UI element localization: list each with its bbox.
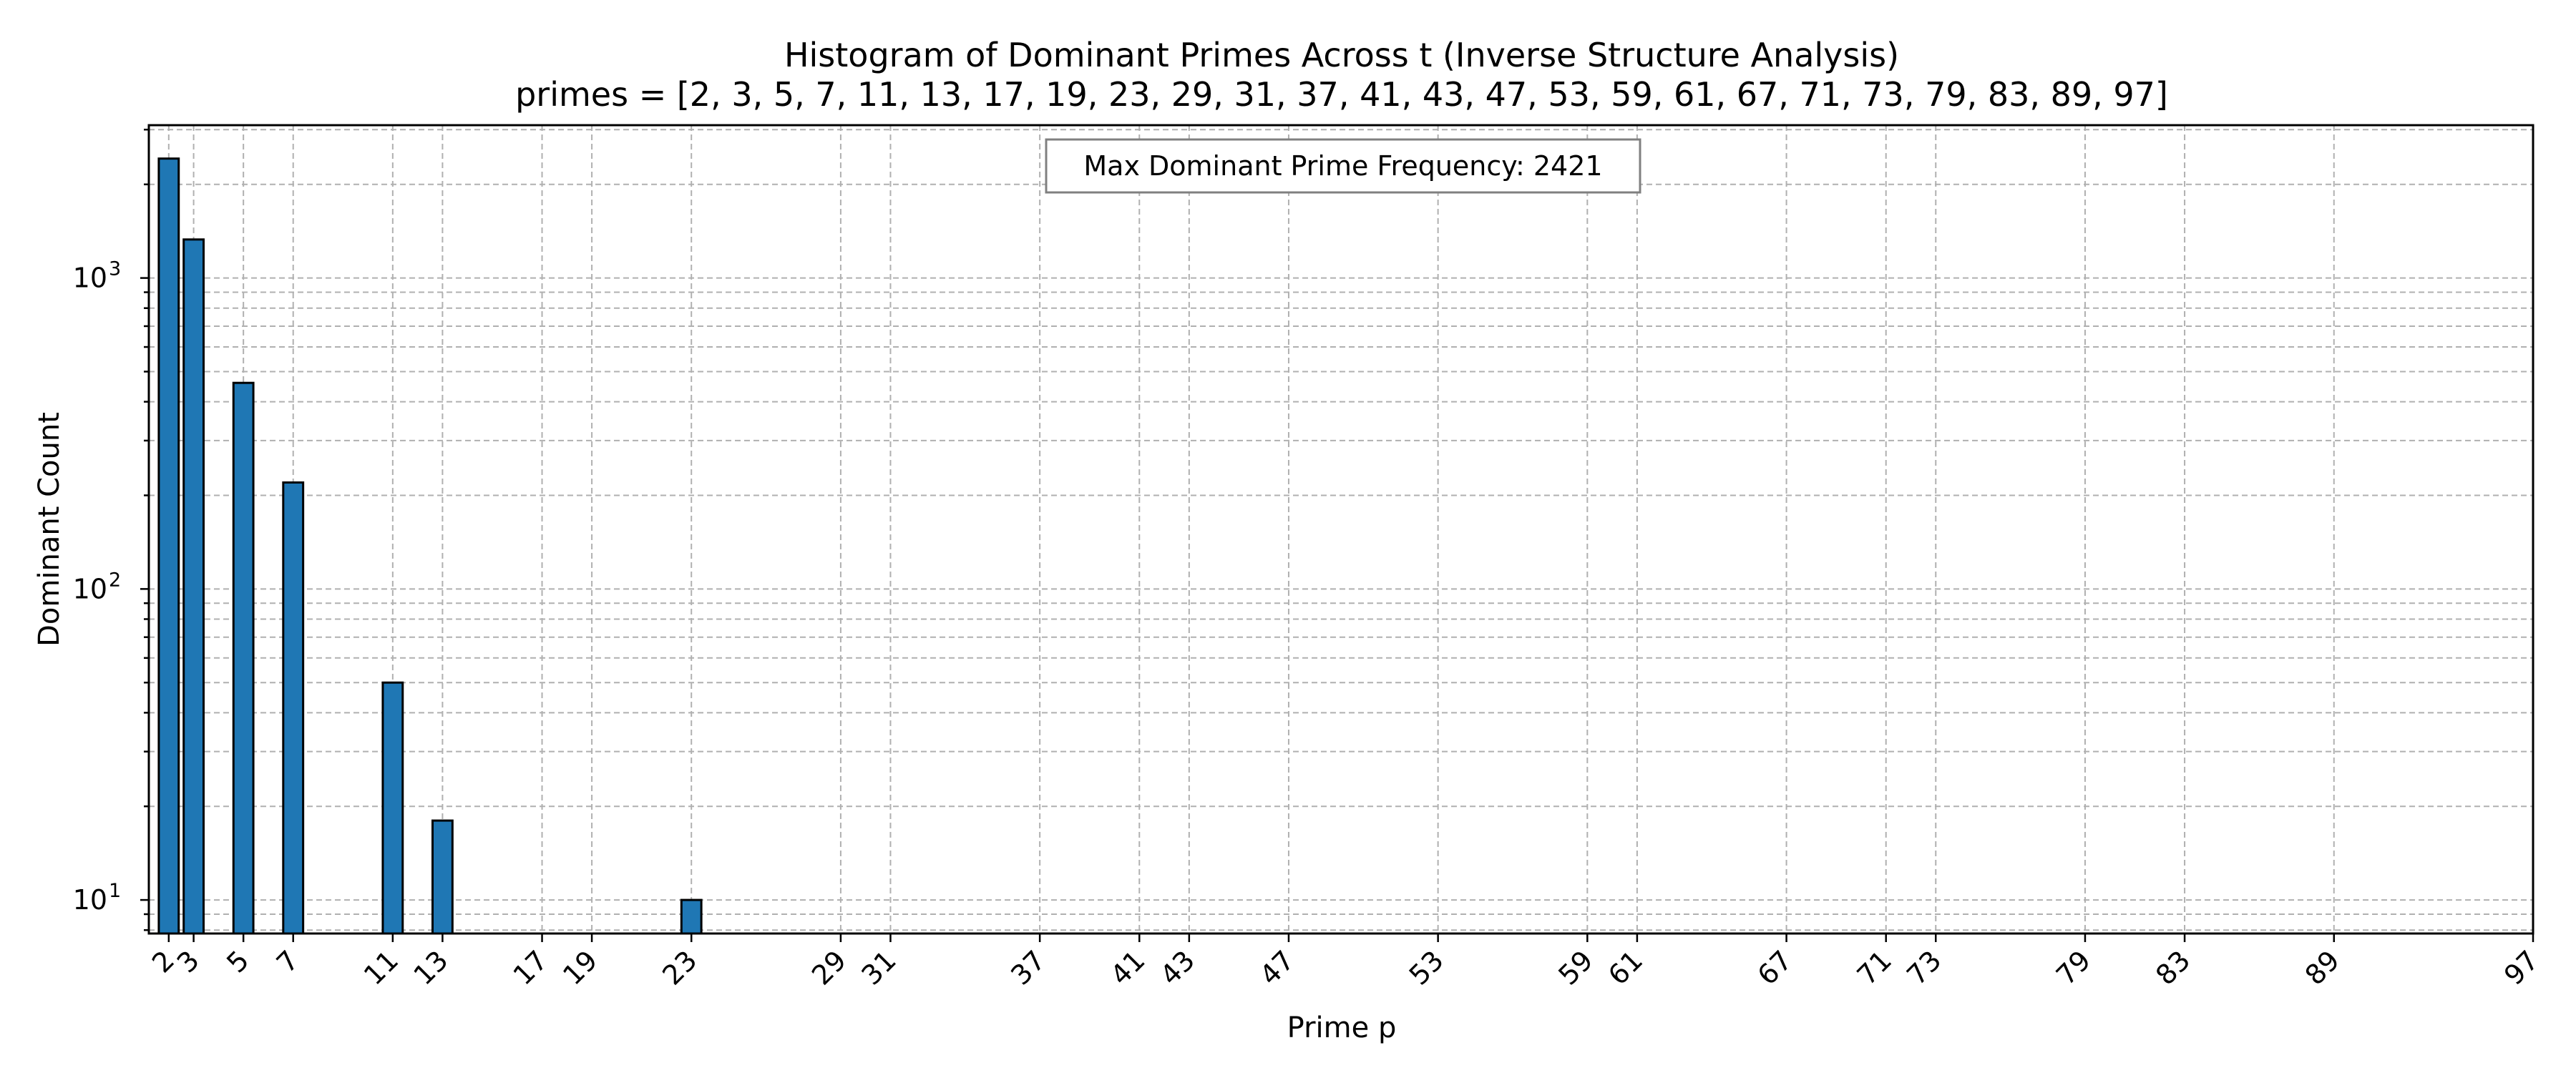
x-tick-label: 73	[1901, 944, 1947, 991]
y-tick-exponent: 1	[109, 880, 121, 902]
x-tick-label: 53	[1403, 944, 1450, 991]
y-tick-exponent: 3	[109, 258, 121, 280]
x-tick-label: 31	[856, 944, 902, 991]
bar-p23	[680, 898, 703, 935]
grid	[149, 125, 2534, 934]
chart-subtitle: primes = [2, 3, 5, 7, 11, 13, 17, 19, 23…	[515, 75, 2168, 114]
chart-title: Histogram of Dominant Primes Across t (I…	[784, 36, 1899, 74]
x-tick-label: 19	[557, 944, 603, 991]
x-tick-label: 13	[407, 944, 454, 991]
x-tick-label: 59	[1552, 944, 1599, 991]
bar-p13	[431, 819, 454, 935]
x-tick-label: 89	[2299, 944, 2346, 991]
plot-frame	[147, 124, 2534, 935]
annotation-box	[1045, 138, 1641, 194]
annotation-text: Max Dominant Prime Frequency: 2421	[1083, 150, 1602, 182]
x-tick-label: 5	[220, 944, 255, 979]
x-tick-label: 71	[1851, 944, 1898, 991]
y-tick-label: 10	[73, 884, 107, 916]
x-tick-label: 97	[2498, 944, 2545, 991]
x-tick-label: 67	[1752, 944, 1798, 991]
bar-p7	[282, 481, 305, 935]
y-tick-label: 10	[73, 263, 107, 294]
x-tick-label: 7	[270, 944, 305, 979]
x-tick-label: 43	[1154, 944, 1201, 991]
x-tick-label: 23	[656, 944, 703, 991]
y-axis-label: Dominant Count	[33, 412, 66, 647]
bar-p2	[157, 157, 180, 935]
x-tick-label: 17	[507, 944, 554, 991]
x-tick-label: 11	[358, 944, 404, 991]
max-frequency-annotation: Max Dominant Prime Frequency: 2421	[1045, 138, 1641, 194]
bar-p11	[381, 681, 404, 935]
y-tick-exponent: 2	[109, 569, 121, 591]
bar-p5	[232, 381, 255, 935]
x-tick-label: 47	[1254, 944, 1300, 991]
x-axis: 23 5 7 11 13 17 19 23 29 31 37 41 43 47 53 59 61 67 71 73 79…	[146, 934, 2545, 991]
bars	[157, 157, 703, 935]
x-tick-label: 37	[1005, 944, 1051, 991]
x-tick-label: 29	[806, 944, 852, 991]
bar-p3	[182, 238, 205, 935]
y-tick-label: 10	[73, 573, 107, 604]
x-tick-label: 83	[2150, 944, 2196, 991]
x-tick-label: 61	[1602, 944, 1649, 991]
x-tick-label: 3	[171, 944, 205, 979]
x-tick-label: 79	[2050, 944, 2097, 991]
x-tick-label: 41	[1104, 944, 1151, 991]
x-axis-label: Prime p	[1287, 1011, 1397, 1044]
